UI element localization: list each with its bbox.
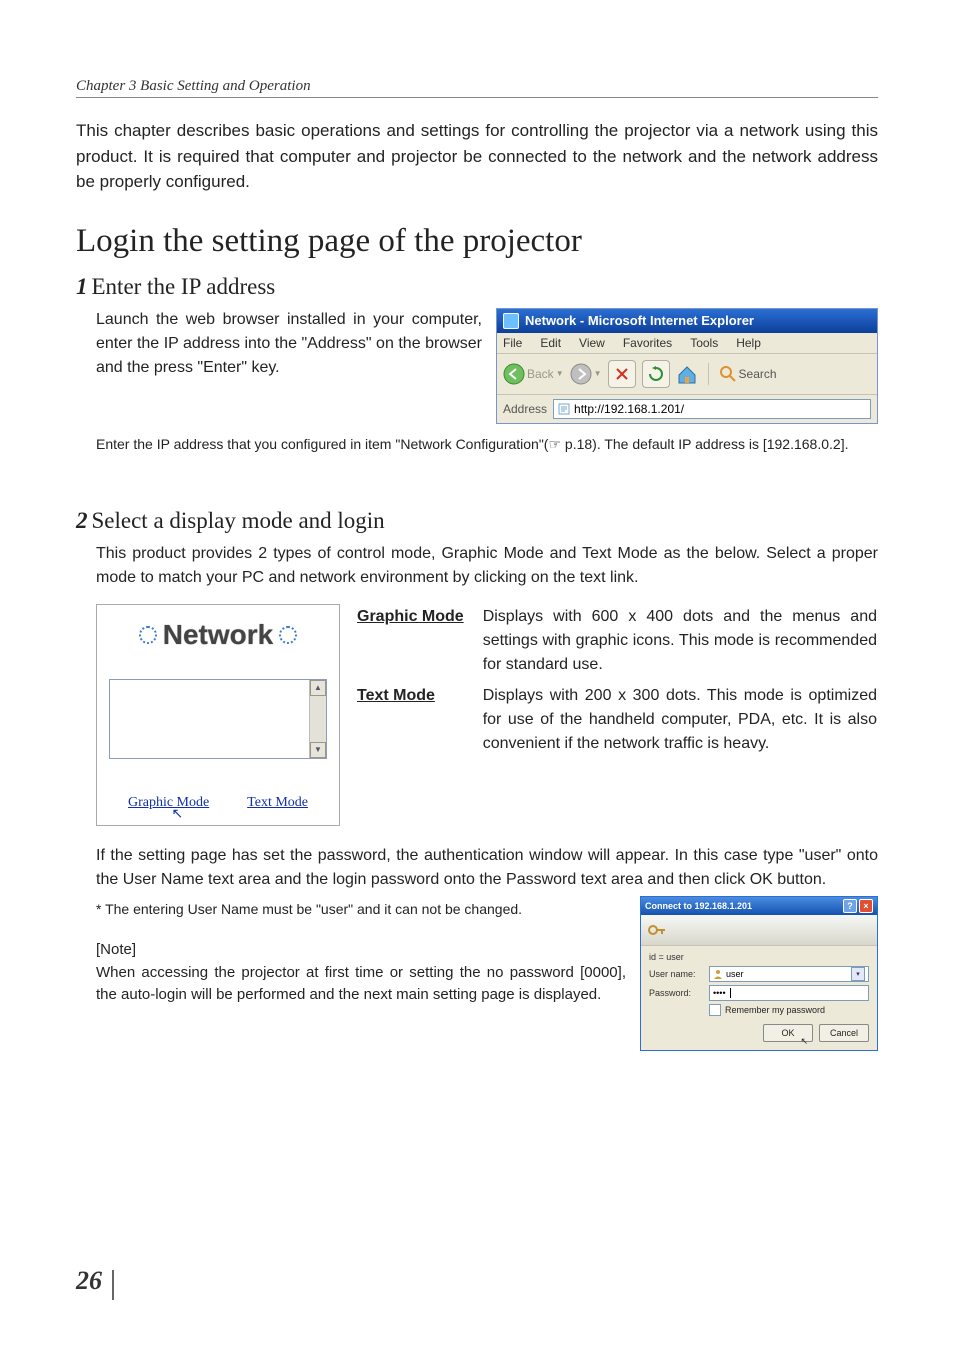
toolbar-divider — [708, 363, 709, 385]
stop-button[interactable] — [608, 360, 636, 388]
forward-button[interactable]: ▼ — [570, 361, 602, 387]
ok-label: OK — [781, 1028, 794, 1038]
auth-info-paragraph: If the setting page has set the password… — [76, 844, 878, 892]
asterisk-note: * The entering User Name must be "user" … — [76, 900, 626, 920]
close-button[interactable]: × — [859, 899, 873, 913]
home-icon — [676, 363, 698, 385]
back-dropdown-icon: ▼ — [556, 369, 564, 378]
chapter-header: Chapter 3 Basic Setting and Operation — [76, 78, 878, 98]
cursor-icon: ↖ — [172, 806, 184, 823]
ok-button[interactable]: OK ↖ — [763, 1024, 813, 1042]
user-icon — [713, 969, 723, 979]
username-field[interactable]: user ▾ — [709, 966, 869, 982]
step2-number: 2 — [76, 508, 88, 533]
menu-tools[interactable]: Tools — [690, 336, 718, 350]
page-container: Chapter 3 Basic Setting and Operation Th… — [0, 0, 954, 1352]
forward-icon — [570, 363, 592, 385]
auth-banner — [641, 915, 877, 946]
menu-help[interactable]: Help — [736, 336, 761, 350]
network-listbox[interactable]: ▲ ▼ — [109, 679, 327, 759]
step1-heading: 1Enter the IP address — [76, 274, 878, 300]
auth-title-text: Connect to 192.168.1.201 — [645, 901, 752, 911]
home-button[interactable] — [676, 361, 698, 387]
menu-edit[interactable]: Edit — [540, 336, 561, 350]
stop-icon — [615, 367, 629, 381]
step2-title: Select a display mode and login — [92, 508, 385, 533]
ie-browser-window: Network - Microsoft Internet Explorer Fi… — [496, 308, 878, 424]
remember-checkbox[interactable] — [709, 1004, 721, 1016]
auth-buttons: OK ↖ Cancel — [641, 1020, 877, 1050]
network-panel-links: Graphic Mode↖ Text Mode — [109, 795, 327, 811]
listbox-scrollbar[interactable]: ▲ ▼ — [309, 680, 326, 758]
username-value: user — [726, 969, 744, 979]
auth-body: id = user User name: user ▾ Password: ••… — [641, 946, 877, 1020]
network-panel-title: Network — [163, 619, 273, 651]
menu-favorites[interactable]: Favorites — [623, 336, 672, 350]
page-icon — [558, 403, 570, 415]
ie-addressbar: Address http://192.168.1.201/ — [497, 395, 877, 423]
gear-icon-right — [279, 626, 297, 644]
graphic-mode-desc: Displays with 600 x 400 dots and the men… — [482, 604, 878, 678]
page-number: 26 — [76, 1266, 102, 1296]
network-panel-header: Network — [109, 619, 327, 651]
menu-view[interactable]: View — [579, 336, 605, 350]
username-label: User name: — [649, 969, 705, 979]
remember-row: Remember my password — [709, 1004, 869, 1016]
scroll-up-icon[interactable]: ▲ — [310, 680, 326, 696]
ie-menubar: File Edit View Favorites Tools Help — [497, 333, 877, 354]
gear-icon-left — [139, 626, 157, 644]
step1-body: Launch the web browser installed in your… — [76, 308, 482, 424]
network-panel: Network ▲ ▼ Graphic Mode↖ Text Mode — [96, 604, 340, 826]
scroll-down-icon[interactable]: ▼ — [310, 742, 326, 758]
cursor-icon-2: ↖ — [800, 1036, 808, 1047]
address-url: http://192.168.1.201/ — [574, 402, 684, 416]
mode-descriptions: Graphic Mode Displays with 600 x 400 dot… — [356, 604, 878, 826]
section-title: Login the setting page of the projector — [76, 223, 878, 260]
auth-dialog: Connect to 192.168.1.201 ? × id = user U… — [640, 896, 878, 1051]
keys-icon — [647, 920, 667, 940]
address-input[interactable]: http://192.168.1.201/ — [553, 399, 871, 419]
ie-title-text: Network - Microsoft Internet Explorer — [525, 313, 754, 328]
graphic-mode-link-text: Graphic Mode — [128, 795, 209, 810]
remember-label: Remember my password — [725, 1005, 825, 1015]
password-label: Password: — [649, 988, 705, 998]
step1-number: 1 — [76, 274, 88, 299]
back-label: Back — [527, 367, 554, 381]
back-button[interactable]: Back ▼ — [503, 361, 564, 387]
text-mode-label: Text Mode — [356, 678, 482, 757]
asterisk-and-note-row: * The entering User Name must be "user" … — [76, 896, 878, 1051]
graphic-mode-label: Graphic Mode — [356, 604, 482, 678]
refresh-button[interactable] — [642, 360, 670, 388]
note-text: When accessing the projector at first ti… — [96, 962, 626, 1007]
password-field[interactable]: •••• — [709, 985, 869, 1001]
text-mode-link[interactable]: Text Mode — [247, 795, 308, 811]
menu-file[interactable]: File — [503, 336, 522, 350]
note-label: [Note] — [96, 939, 626, 962]
ie-toolbar: Back ▼ ▼ Search — [497, 354, 877, 395]
forward-dropdown-icon: ▼ — [594, 369, 602, 378]
help-button[interactable]: ? — [843, 899, 857, 913]
address-label: Address — [503, 402, 547, 416]
search-icon — [719, 365, 737, 383]
step2-heading: 2Select a display mode and login — [76, 508, 878, 534]
step1-row: Launch the web browser installed in your… — [76, 308, 878, 424]
mode-row: Network ▲ ▼ Graphic Mode↖ Text Mode Grap… — [76, 604, 878, 826]
search-button[interactable]: Search — [719, 361, 777, 387]
refresh-icon — [648, 366, 664, 382]
password-value: •••• — [713, 988, 726, 998]
ie-icon — [503, 313, 519, 329]
auth-titlebar: Connect to 192.168.1.201 ? × — [641, 897, 877, 915]
username-dropdown-icon[interactable]: ▾ — [851, 967, 865, 981]
step1-title: Enter the IP address — [92, 274, 276, 299]
step2-body: This product provides 2 types of control… — [76, 542, 878, 590]
cancel-button[interactable]: Cancel — [819, 1024, 869, 1042]
search-label: Search — [739, 367, 777, 381]
step1-note: Enter the IP address that you configured… — [76, 434, 878, 454]
back-icon — [503, 363, 525, 385]
auth-id-line: id = user — [649, 952, 869, 962]
ie-titlebar: Network - Microsoft Internet Explorer — [497, 309, 877, 333]
text-mode-desc: Displays with 200 x 300 dots. This mode … — [482, 678, 878, 757]
graphic-mode-link[interactable]: Graphic Mode↖ — [128, 795, 209, 811]
intro-paragraph: This chapter describes basic operations … — [76, 118, 878, 195]
